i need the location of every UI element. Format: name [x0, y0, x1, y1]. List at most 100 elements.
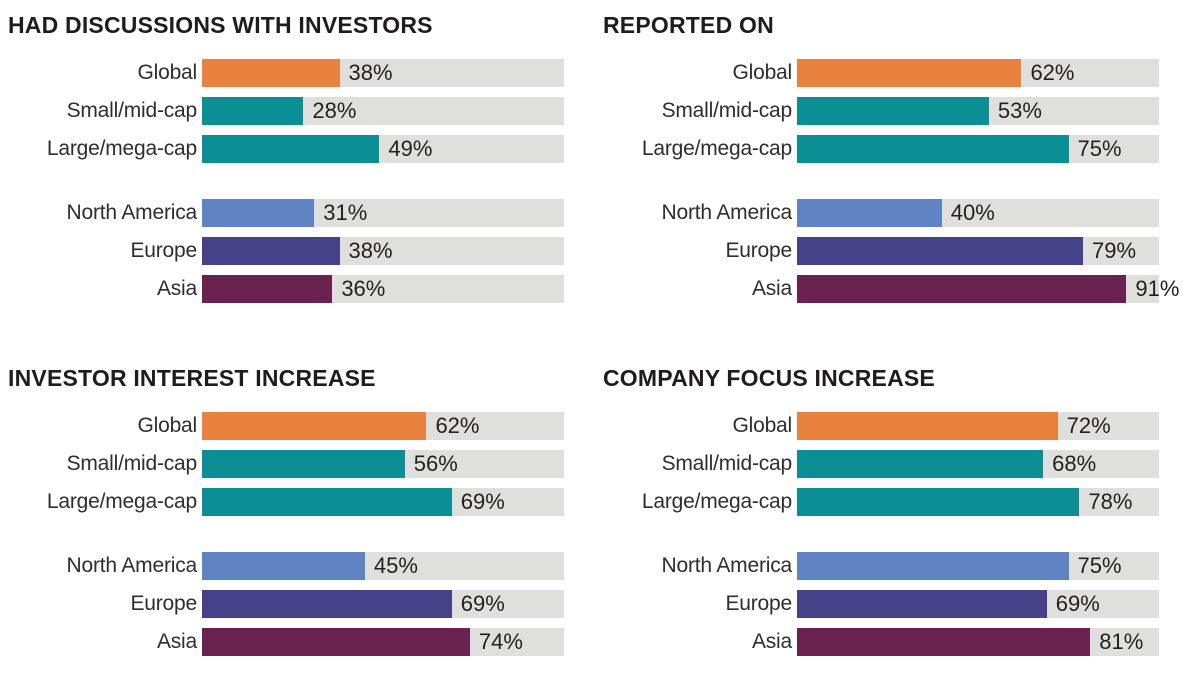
bar-track: 69%: [202, 488, 564, 516]
bar-row: Large/mega-cap 75%: [603, 135, 1159, 163]
bar-value-label: 40%: [950, 200, 995, 225]
bar-value-label: 28%: [312, 98, 357, 123]
bar-fill: [202, 59, 340, 87]
bar-fill: [797, 628, 1091, 656]
bar-category-label: Large/mega-cap: [641, 490, 792, 513]
bar-fill: [797, 450, 1044, 478]
bar-category-label: Small/mid-cap: [66, 452, 198, 475]
bar-track: 45%: [202, 552, 564, 580]
bar-track: 31%: [202, 199, 564, 227]
bar-category-label: Large/mega-cap: [46, 137, 197, 160]
bar-row: Small/mid-cap 53%: [603, 97, 1159, 125]
bar-value-label: 53%: [997, 98, 1042, 123]
bar-category-label: Europe: [130, 239, 197, 262]
bar-category-label: North America: [66, 554, 198, 577]
bar-track: 38%: [202, 59, 564, 87]
bar-value-label: 91%: [1135, 276, 1180, 301]
bar-fill: [202, 237, 340, 265]
bar-row: Global 38%: [8, 59, 564, 87]
panel-rows: Global 62% Small/mid-cap 56% Large/mega-cap 6…: [8, 412, 564, 656]
bar-fill: [797, 552, 1069, 580]
bar-category-label: Europe: [725, 239, 792, 262]
bar-track: 40%: [797, 199, 1159, 227]
bar-track: 62%: [797, 59, 1159, 87]
bar-value-label: 75%: [1077, 553, 1122, 578]
bar-track: 72%: [797, 412, 1159, 440]
bar-row: Europe 79%: [603, 237, 1159, 265]
bar-category-label: Global: [732, 414, 792, 437]
bar-category-label: Europe: [725, 592, 792, 615]
bar-row: North America 40%: [603, 199, 1159, 227]
bar-fill: [797, 237, 1083, 265]
bar-fill: [202, 199, 315, 227]
bar-row: Asia 91%: [603, 275, 1179, 303]
bar-value-label: 69%: [460, 489, 505, 514]
bar-category-label: Global: [137, 61, 197, 84]
bar-category-label: Global: [732, 61, 792, 84]
bar-fill: [202, 135, 380, 163]
panel-title: HAD DISCUSSIONS WITH INVESTORS: [8, 12, 433, 38]
bar-category-label: Large/mega-cap: [46, 490, 197, 513]
panel-investor-interest: INVESTOR INTEREST INCREASE Global 62% Smal…: [8, 365, 564, 666]
bar-value-label: 68%: [1052, 451, 1097, 476]
bar-track: 75%: [797, 135, 1159, 163]
bar-row: Europe 38%: [8, 237, 564, 265]
bar-category-label: Large/mega-cap: [641, 137, 792, 160]
bar-category-label: Small/mid-cap: [66, 99, 198, 122]
bar-category-label: North America: [661, 554, 793, 577]
bar-row: Europe 69%: [603, 590, 1159, 618]
bar-row: North America 31%: [8, 199, 564, 227]
bar-value-label: 49%: [388, 136, 433, 161]
bar-row: North America 45%: [8, 552, 564, 580]
bar-fill: [797, 590, 1047, 618]
bar-track: 62%: [202, 412, 564, 440]
panel-rows: Global 38% Small/mid-cap 28% Large/mega-cap 4…: [8, 59, 564, 303]
bar-track: 69%: [797, 590, 1159, 618]
bar-row: Global 72%: [603, 412, 1159, 440]
bar-row: Global 62%: [603, 59, 1159, 87]
bar-category-label: Small/mid-cap: [661, 99, 793, 122]
bar-value-label: 75%: [1077, 136, 1122, 161]
bar-track: 49%: [202, 135, 564, 163]
bar-category-label: North America: [66, 201, 198, 224]
panel-rows: Global 72% Small/mid-cap 68% Large/mega-cap 7…: [603, 412, 1159, 656]
bar-value-label: 72%: [1066, 413, 1111, 438]
bar-value-label: 74%: [478, 629, 523, 654]
bar-track: 36%: [202, 275, 564, 303]
bar-track: 81%: [797, 628, 1159, 656]
bar-value-label: 36%: [341, 276, 386, 301]
bar-value-label: 69%: [1055, 591, 1100, 616]
bar-value-label: 69%: [460, 591, 505, 616]
bar-track: 78%: [797, 488, 1159, 516]
bar-fill: [797, 59, 1022, 87]
bar-value-label: 62%: [435, 413, 480, 438]
bar-row: Asia 74%: [8, 628, 564, 656]
bar-value-label: 38%: [348, 60, 393, 85]
bar-row: Small/mid-cap 68%: [603, 450, 1159, 478]
bar-category-label: Asia: [156, 277, 197, 300]
bar-row: Global 62%: [8, 412, 564, 440]
bar-track: 79%: [797, 237, 1159, 265]
group-spacer: [603, 173, 1159, 199]
panel-company-focus: COMPANY FOCUS INCREASE Global 72% Small/mi…: [603, 365, 1159, 666]
bar-value-label: 81%: [1099, 629, 1144, 654]
bar-category-label: Global: [137, 414, 197, 437]
bar-row: Small/mid-cap 28%: [8, 97, 564, 125]
panel-title: REPORTED ON: [603, 12, 774, 38]
bar-track: 69%: [202, 590, 564, 618]
bar-track: 74%: [202, 628, 564, 656]
bar-category-label: Asia: [156, 630, 197, 653]
bar-value-label: 79%: [1091, 238, 1137, 263]
bar-fill: [202, 590, 452, 618]
bar-fill: [797, 199, 942, 227]
bar-fill: [202, 450, 405, 478]
bar-fill: [202, 275, 333, 303]
bar-fill: [202, 628, 470, 656]
bar-row: Large/mega-cap 69%: [8, 488, 564, 516]
bar-row: Large/mega-cap 78%: [603, 488, 1159, 516]
bar-row: Small/mid-cap 56%: [8, 450, 564, 478]
bar-value-label: 31%: [323, 200, 368, 225]
bar-row: Asia 36%: [8, 275, 564, 303]
bar-value-label: 45%: [373, 553, 418, 578]
